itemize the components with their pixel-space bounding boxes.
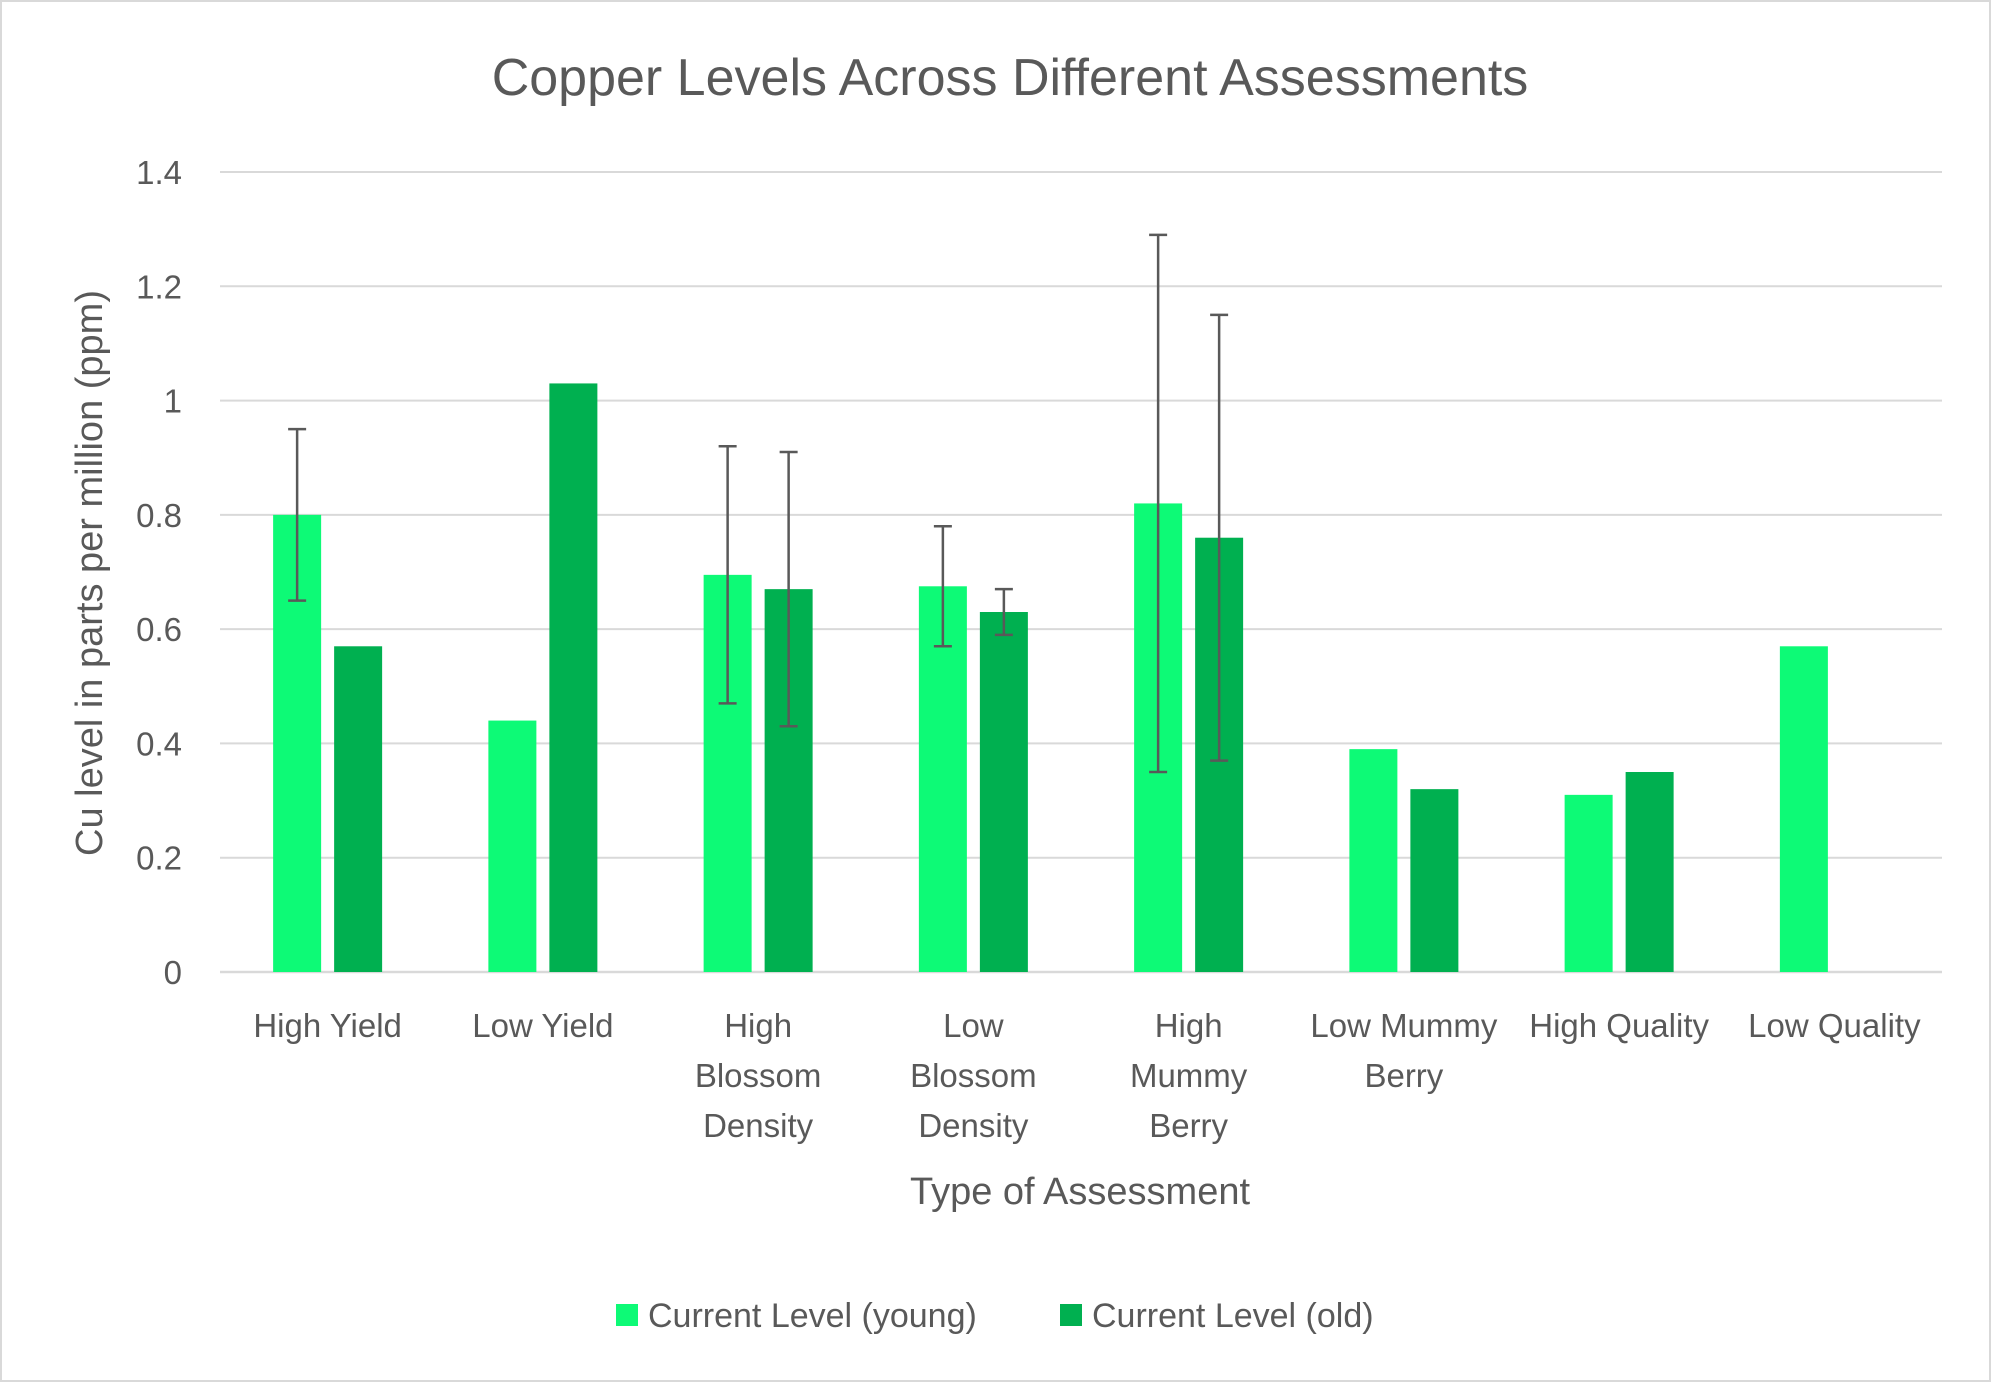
y-tick-label: 0.6: [136, 611, 182, 648]
bar-old: [979, 612, 1028, 972]
error-bar: [718, 445, 737, 705]
bar-old: [334, 646, 383, 972]
legend-label: Current Level (young): [648, 1297, 977, 1335]
legend-swatch: [1060, 1304, 1082, 1326]
y-tick-label: 0.2: [136, 840, 182, 877]
y-tick-label: 1: [164, 383, 182, 420]
error-bar: [779, 450, 798, 728]
error-bar: [933, 525, 952, 648]
error-bar: [1149, 233, 1168, 774]
x-axis-ticks: High Yield Low Yield High Blossom Density Low…: [253, 1007, 1921, 1144]
error-bar: [994, 587, 1013, 637]
y-axis-ticks: 0 0.2 0.4 0.6 0.8 1 1.2 1.4: [136, 154, 182, 991]
x-axis-title: Type of Assessment: [910, 1171, 1250, 1213]
x-tick-label: Low Blossom Density: [910, 1007, 1037, 1144]
x-tick-label: High Quality: [1529, 1007, 1709, 1044]
bar-old: [1625, 772, 1674, 972]
bar-young: [1349, 749, 1398, 972]
error-bar: [288, 427, 307, 602]
bars: [273, 383, 1828, 972]
x-tick-label: Low Yield: [472, 1007, 613, 1044]
y-tick-label: 0: [164, 954, 182, 991]
legend-label: Current Level (old): [1092, 1297, 1374, 1335]
y-axis-title: Cu level in parts per million (ppm): [69, 290, 111, 856]
y-tick-label: 1.4: [136, 154, 182, 191]
bar-old: [549, 383, 598, 972]
x-tick-label: Low Mummy Berry: [1310, 1007, 1498, 1094]
error-bar: [1210, 313, 1229, 762]
x-tick-label: High Mummy Berry: [1130, 1007, 1248, 1144]
bar-young: [488, 720, 537, 972]
x-tick-label: High Yield: [253, 1007, 402, 1044]
bar-old: [1410, 789, 1459, 972]
bar-young: [1779, 646, 1828, 972]
y-tick-label: 1.2: [136, 268, 182, 305]
gridlines: [220, 171, 1942, 974]
legend: Current Level (young) Current Level (old): [616, 1297, 1374, 1335]
y-tick-label: 0.4: [136, 725, 182, 762]
legend-swatch: [616, 1304, 638, 1326]
y-tick-label: 0.8: [136, 497, 182, 534]
bar-young: [1564, 794, 1613, 972]
x-tick-label: High Blossom Density: [695, 1007, 822, 1144]
error-bars: [288, 233, 1229, 774]
chart-title: Copper Levels Across Different Assessmen…: [492, 49, 1529, 107]
bar-young: [918, 586, 967, 972]
x-tick-label: Low Quality: [1748, 1007, 1921, 1044]
